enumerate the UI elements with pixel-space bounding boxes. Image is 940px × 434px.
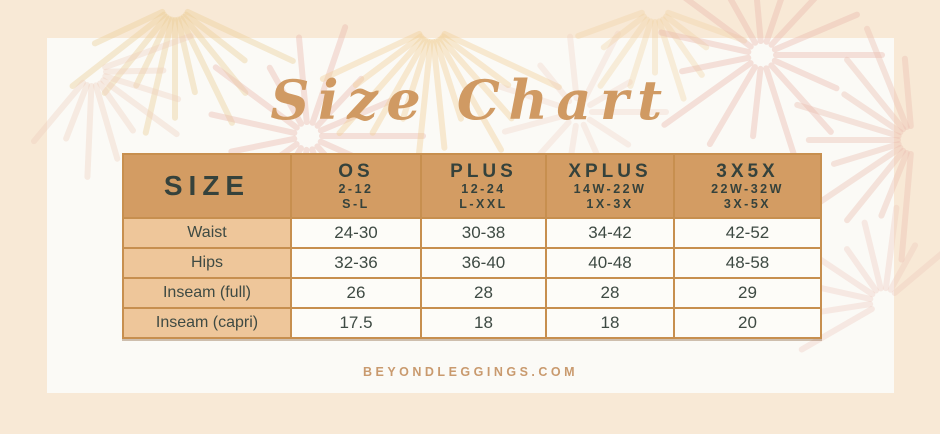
value-cell: 26 [290,277,422,309]
row-label: Inseam (full) [122,277,292,309]
content-card: Size Chart SIZE OS 2-12 S-L [47,38,894,393]
value-cell: 20 [673,307,822,339]
column-name: XPLUS [568,160,652,182]
value-cell: 30-38 [420,217,547,249]
column-header-3x5x: 3X5X 22W-32W 3X-5X [673,153,822,219]
value-cell: 17.5 [290,307,422,339]
value-cell: 18 [420,307,547,339]
website-url: BEYONDLEGGINGS.COM [362,365,579,379]
column-sizes: S-L [342,196,370,211]
column-range: 12-24 [461,181,506,196]
column-name: 3X5X [716,160,779,182]
column-range: 22W-32W [711,181,784,196]
page-title: Size Chart [270,68,671,132]
column-header-os: OS 2-12 S-L [290,153,422,219]
value-cell: 36-40 [420,247,547,279]
column-name: PLUS [450,160,517,182]
value-cell: 29 [673,277,822,309]
row-label: Hips [122,247,292,279]
value-cell: 40-48 [545,247,675,279]
column-sizes: 3X-5X [723,196,772,211]
size-table: SIZE OS 2-12 S-L PLUS 12-24 L-XXL XPL [122,153,822,339]
size-header-cell: SIZE [122,153,292,219]
column-sizes: 1X-3X [586,196,634,211]
table-row-hips: Hips 32-36 36-40 40-48 48-58 [122,247,822,279]
size-table-container: SIZE OS 2-12 S-L PLUS 12-24 L-XXL XPL [122,153,822,339]
value-cell: 32-36 [290,247,422,279]
value-cell: 24-30 [290,217,422,249]
row-label: Inseam (capri) [122,307,292,339]
table-row-inseam-capri: Inseam (capri) 17.5 18 18 20 [122,307,822,339]
value-cell: 18 [545,307,675,339]
column-header-xplus: XPLUS 14W-22W 1X-3X [545,153,675,219]
column-sizes: L-XXL [459,196,508,211]
column-header-plus: PLUS 12-24 L-XXL [420,153,547,219]
value-cell: 28 [420,277,547,309]
table-row-waist: Waist 24-30 30-38 34-42 42-52 [122,217,822,249]
row-label: Waist [122,217,292,249]
table-row-inseam-full: Inseam (full) 26 28 28 29 [122,277,822,309]
column-range: 2-12 [338,181,374,196]
value-cell: 48-58 [673,247,822,279]
column-range: 14W-22W [573,181,647,196]
column-name: OS [338,160,374,182]
value-cell: 34-42 [545,217,675,249]
value-cell: 42-52 [673,217,822,249]
header-row: SIZE OS 2-12 S-L PLUS 12-24 L-XXL XPL [122,153,822,219]
value-cell: 28 [545,277,675,309]
